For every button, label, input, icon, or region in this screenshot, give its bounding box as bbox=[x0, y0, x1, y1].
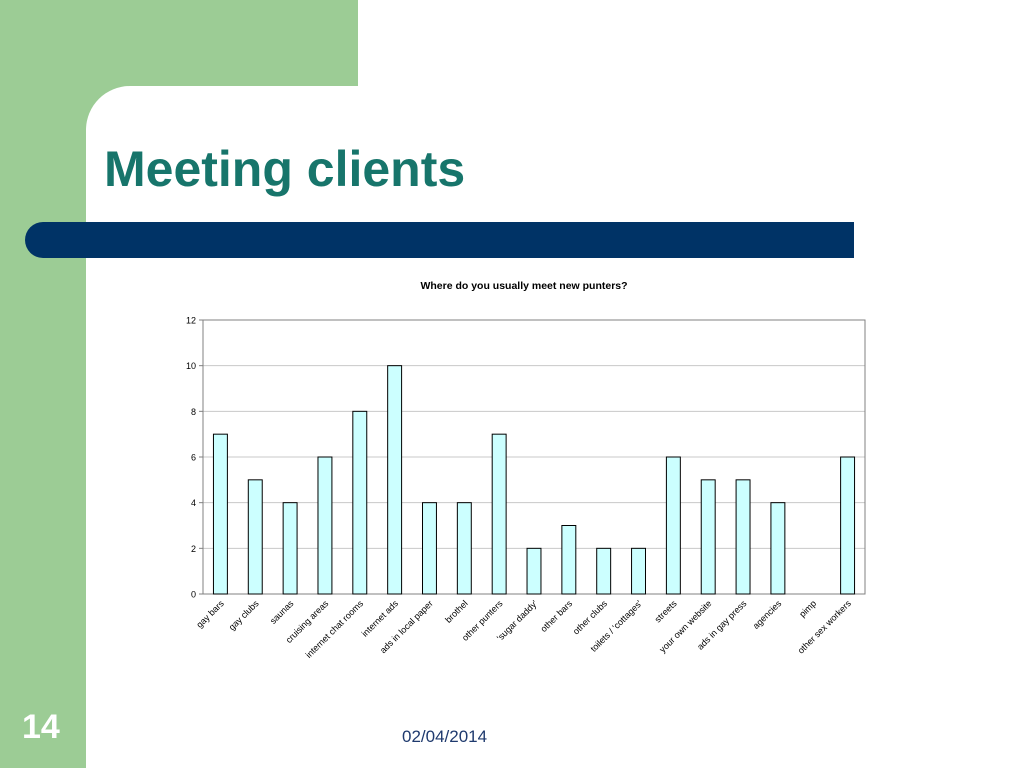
bar bbox=[596, 547, 612, 595]
x-tick-label: agencies bbox=[751, 598, 784, 631]
bar bbox=[665, 456, 681, 595]
y-tick-label: 2 bbox=[191, 544, 196, 554]
footer-date: 02/04/2014 bbox=[402, 727, 488, 746]
y-tick-label: 8 bbox=[191, 407, 196, 417]
y-tick-label: 6 bbox=[191, 453, 196, 463]
bar bbox=[422, 502, 437, 595]
bar bbox=[247, 479, 263, 595]
x-tick-label: gay clubs bbox=[227, 598, 261, 632]
bar bbox=[770, 502, 786, 595]
x-tick-label: other bars bbox=[539, 598, 575, 634]
x-tick-label: internet chat rooms bbox=[304, 598, 366, 660]
top-right-white-block bbox=[358, 0, 1024, 86]
slide-number: 14 bbox=[22, 708, 60, 746]
y-tick-label: 0 bbox=[191, 590, 196, 600]
content-panel bbox=[86, 86, 1024, 768]
title-underline-band bbox=[25, 222, 854, 258]
chart-gridlines bbox=[203, 319, 865, 549]
x-tick-label: brothel bbox=[443, 598, 470, 625]
chart-bars bbox=[212, 365, 856, 595]
bar bbox=[700, 479, 716, 595]
y-axis: 0 2 4 6 8 10 12 bbox=[186, 316, 203, 600]
bar bbox=[631, 547, 646, 595]
bar bbox=[456, 502, 472, 595]
bar bbox=[212, 433, 228, 595]
bar bbox=[352, 410, 368, 595]
bar bbox=[735, 479, 751, 595]
y-tick-label: 12 bbox=[186, 316, 196, 326]
bar bbox=[282, 502, 298, 595]
y-tick-label: 10 bbox=[186, 361, 196, 371]
x-tick-label: streets bbox=[653, 598, 680, 625]
bar bbox=[561, 525, 577, 595]
bar bbox=[387, 365, 403, 595]
chart-title: Where do you usually meet new punters? bbox=[420, 280, 627, 292]
bar bbox=[840, 456, 856, 595]
y-tick-label: 4 bbox=[191, 498, 196, 508]
x-tick-label: gay bars bbox=[194, 598, 226, 630]
bar bbox=[491, 433, 507, 595]
page-title: Meeting clients bbox=[104, 141, 466, 197]
x-tick-label: saunas bbox=[268, 598, 296, 626]
x-tick-label: pimp bbox=[797, 598, 818, 619]
bar bbox=[526, 547, 542, 595]
bar bbox=[317, 456, 333, 595]
